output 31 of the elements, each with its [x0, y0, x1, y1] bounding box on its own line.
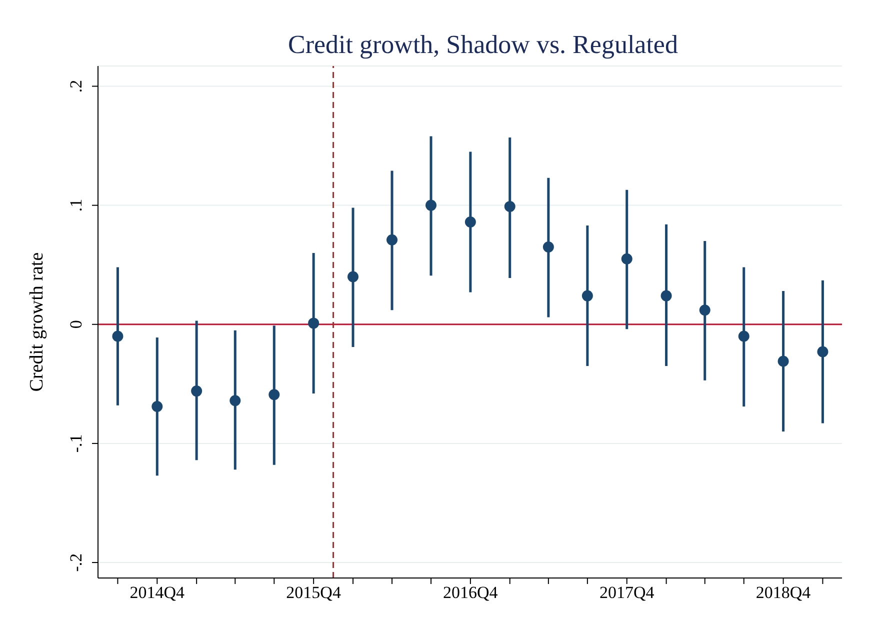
point	[230, 395, 241, 406]
point	[621, 253, 632, 264]
point	[348, 271, 358, 282]
y-tick-label: 0	[66, 320, 86, 329]
point	[268, 389, 280, 400]
point	[386, 234, 398, 246]
point	[191, 386, 202, 397]
point	[817, 346, 828, 358]
x-tick-label: 2016Q4	[443, 583, 498, 602]
y-tick-label: -.1	[66, 434, 86, 453]
chart-title: Credit growth, Shadow vs. Regulated	[287, 30, 679, 60]
y-axis-title: Credit growth rate	[26, 252, 48, 392]
x-tick-label: 2017Q4	[599, 583, 655, 602]
point	[542, 241, 554, 252]
point	[152, 401, 163, 412]
y-tick-label: -.2	[66, 553, 86, 572]
x-tick-label: 2014Q4	[130, 583, 186, 602]
y-tick-label: .2	[66, 80, 86, 93]
point	[699, 304, 710, 316]
point	[464, 216, 476, 228]
y-tick-label: .1	[66, 198, 86, 212]
point	[660, 290, 672, 302]
x-tick-label: 2018Q4	[756, 583, 812, 602]
point	[504, 201, 516, 212]
point	[582, 290, 593, 302]
x-tick-label: 2015Q4	[286, 583, 342, 602]
point	[308, 318, 320, 329]
point	[426, 200, 436, 211]
point	[778, 356, 789, 367]
point	[112, 330, 124, 342]
point	[738, 330, 750, 342]
